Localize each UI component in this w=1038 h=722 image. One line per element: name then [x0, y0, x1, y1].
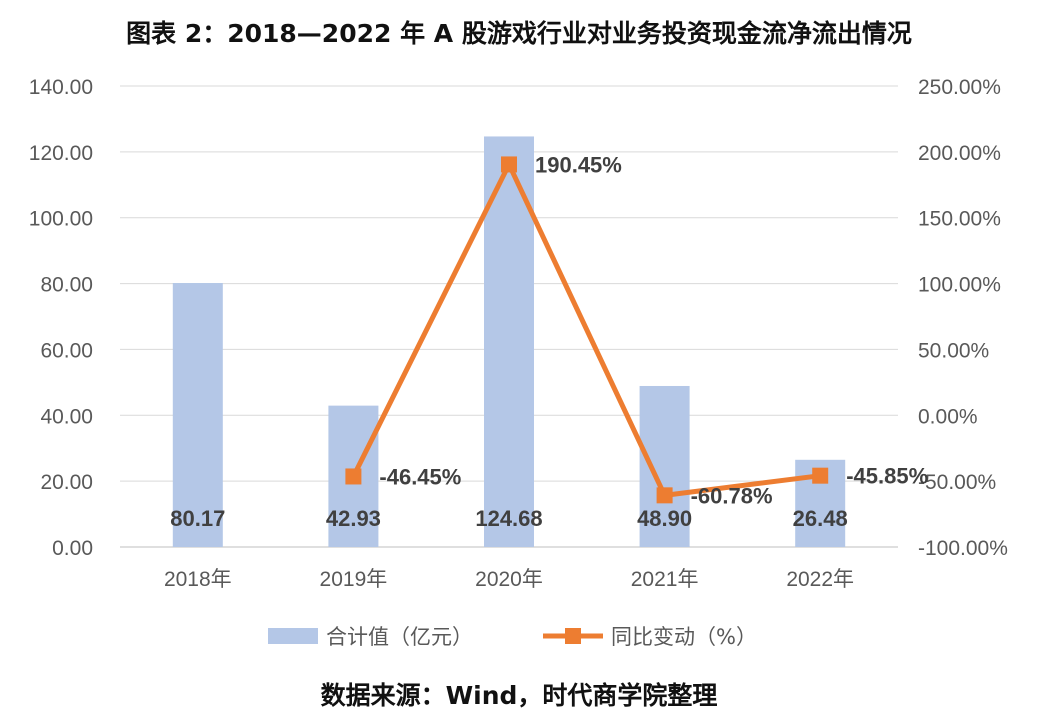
line-series: [345, 156, 829, 504]
bar-value-label: 42.93: [326, 506, 381, 531]
left-axis-tick-label: 80.00: [40, 274, 93, 297]
right-axis-tick-label: 200.00%: [918, 142, 1001, 165]
data-labels: 80.17 42.93 124.68 48.90 26.48 -46.45% 190.45%…: [170, 152, 928, 531]
right-axis-tick-label: 50.00%: [918, 339, 989, 362]
left-axis-tick-label: 120.00: [29, 142, 93, 165]
bar-value-label: 80.17: [170, 506, 225, 531]
left-axis-tick-label: 60.00: [40, 339, 93, 362]
line-marker: [812, 467, 829, 484]
line-marker: [345, 468, 362, 485]
right-axis-tick-label: 0.00%: [918, 405, 978, 428]
x-axis-tick-label: 2020年: [475, 568, 543, 591]
source-note: 数据来源：Wind，时代商学院整理: [320, 681, 718, 710]
line-marker: [656, 487, 673, 504]
left-axis-tick-label: 0.00: [52, 537, 93, 560]
line-path: [351, 161, 821, 498]
bar-value-label: 124.68: [475, 506, 542, 531]
right-axis-tick-label: -50.00%: [918, 471, 996, 494]
x-axis-tick-label: 2019年: [320, 568, 388, 591]
line-value-label: 190.45%: [535, 152, 622, 177]
right-axis-tick-label: 150.00%: [918, 208, 1001, 231]
line-value-label: -60.78%: [691, 483, 773, 508]
bar-value-label: 26.48: [793, 506, 848, 531]
x-axis-tick-label: 2018年: [164, 568, 232, 591]
left-axis-ticks: 0.00 20.00 40.00 60.00 80.00 100.00 120.00 140.…: [29, 76, 93, 560]
left-axis-tick-label: 100.00: [29, 208, 93, 231]
right-axis-tick-label: 100.00%: [918, 274, 1001, 297]
chart-title: 图表 2：2018—2022 年 A 股游戏行业对业务投资现金流净流出情况: [126, 19, 912, 48]
left-axis-tick-label: 40.00: [40, 405, 93, 428]
bar-series: [172, 136, 846, 547]
bar: [172, 283, 223, 547]
legend-swatch-marker: [565, 628, 581, 644]
left-axis-tick-label: 20.00: [40, 471, 93, 494]
x-axis-ticks: 2018年 2019年 2020年 2021年 2022年: [164, 568, 854, 591]
x-axis-tick-label: 2022年: [786, 568, 854, 591]
bar: [639, 385, 690, 547]
left-axis-tick-label: 140.00: [29, 76, 93, 99]
legend: 合计值（亿元） 同比变动（%）: [268, 625, 757, 649]
legend-swatch-bar: [268, 628, 318, 644]
right-axis-ticks: -100.00% -50.00% 0.00% 50.00% 100.00% 150.00%…: [918, 76, 1008, 560]
line-value-label: -45.85%: [846, 464, 928, 489]
right-axis-tick-label: 250.00%: [918, 76, 1001, 99]
right-axis-tick-label: -100.00%: [918, 537, 1008, 560]
legend-label-line: 同比变动（%）: [611, 625, 757, 649]
x-axis-tick-label: 2021年: [631, 568, 699, 591]
line-value-label: -46.45%: [379, 464, 461, 489]
bar-value-label: 48.90: [637, 506, 692, 531]
line-marker: [501, 156, 517, 173]
legend-label-bar: 合计值（亿元）: [326, 625, 473, 649]
